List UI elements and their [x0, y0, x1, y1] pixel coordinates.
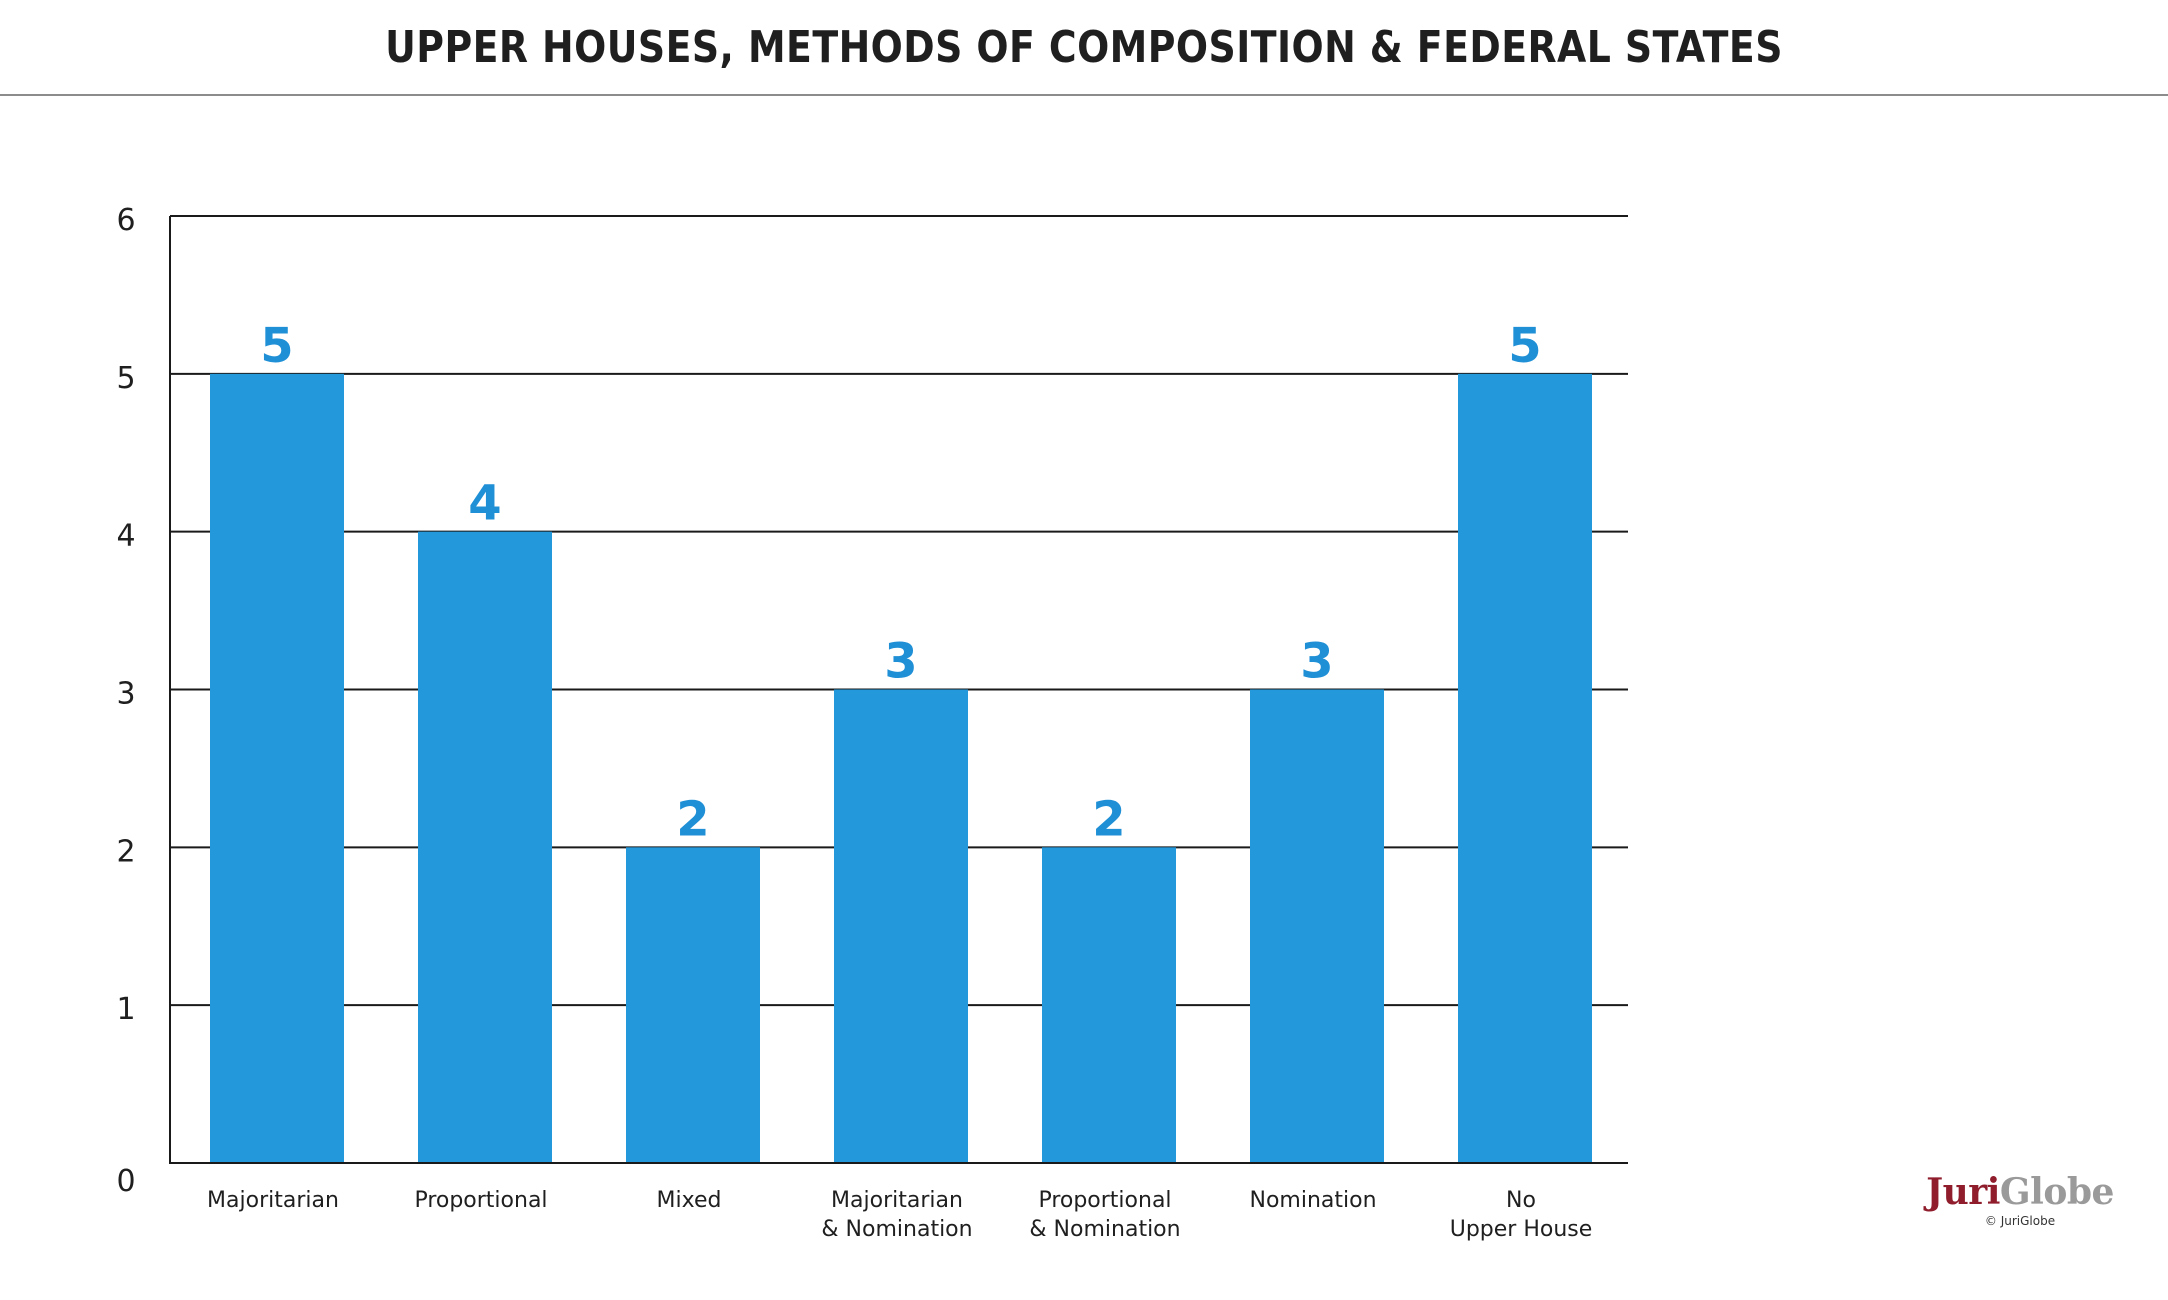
category-label-line: Proportional	[414, 1188, 547, 1213]
y-tick-label-5: 5	[116, 361, 135, 396]
chart-title: UPPER HOUSES, METHODS OF COMPOSITION & F…	[385, 22, 1783, 73]
category-label-0: Majoritarian	[207, 1188, 339, 1213]
category-label-line: No	[1506, 1188, 1536, 1213]
bar-2	[626, 847, 760, 1163]
bar-1	[418, 531, 552, 1163]
category-label-5: Nomination	[1249, 1188, 1376, 1213]
category-label-line: Majoritarian	[207, 1188, 339, 1213]
value-label-6: 5	[1508, 318, 1541, 374]
value-label-4: 2	[1092, 791, 1125, 847]
category-label-1: Proportional	[414, 1188, 547, 1213]
bars	[210, 373, 1592, 1163]
category-label-2: Mixed	[657, 1188, 722, 1213]
category-label-4: Proportional & Nomination	[1029, 1188, 1180, 1242]
category-label-line: Mixed	[657, 1188, 722, 1213]
category-label-line: Nomination	[1249, 1188, 1376, 1213]
axes	[169, 216, 1628, 1164]
category-labels: Majoritarian Proportional Mixed Majoritaria…	[207, 1188, 1592, 1242]
logo-wordmark-part1: Juri	[1926, 1171, 2000, 1213]
value-label-3: 3	[884, 634, 917, 690]
logo-wordmark: JuriGlobe	[1920, 1172, 2120, 1212]
juriglobe-logo: JuriGlobe © JuriGlobe	[1920, 1172, 2120, 1228]
category-label-line: & Nomination	[1029, 1217, 1180, 1242]
title-divider	[0, 94, 2168, 96]
value-label-2: 2	[676, 791, 709, 847]
y-tick-label-4: 4	[116, 519, 135, 554]
category-label-line: Proportional	[1038, 1188, 1171, 1213]
value-label-1: 4	[468, 476, 501, 532]
logo-wordmark-part2: Globe	[1999, 1171, 2115, 1213]
y-tick-label-6: 6	[116, 203, 135, 238]
category-label-6: No Upper House	[1450, 1188, 1593, 1242]
category-label-line: & Nomination	[821, 1217, 972, 1242]
category-label-3: Majoritarian & Nomination	[821, 1188, 972, 1242]
y-tick-label-3: 3	[116, 677, 135, 712]
y-tick-label-1: 1	[116, 992, 135, 1027]
y-tick-label-2: 2	[116, 834, 135, 869]
bar-4	[1042, 847, 1176, 1163]
value-labels: 5 4 2 3 2 3 5	[260, 318, 1541, 847]
y-tick-labels: 0 1 2 3 4 5 6	[116, 203, 135, 1199]
bar-6	[1458, 373, 1592, 1163]
category-label-line: Upper House	[1450, 1217, 1593, 1242]
value-label-0: 5	[260, 318, 293, 374]
bar-0	[210, 373, 344, 1163]
value-label-5: 3	[1300, 634, 1333, 690]
bar-5	[1250, 689, 1384, 1163]
copyright-text: © JuriGlobe	[1984, 1214, 2056, 1228]
category-label-line: Majoritarian	[831, 1188, 963, 1213]
bar-3	[834, 689, 968, 1163]
y-tick-label-0: 0	[116, 1164, 135, 1199]
